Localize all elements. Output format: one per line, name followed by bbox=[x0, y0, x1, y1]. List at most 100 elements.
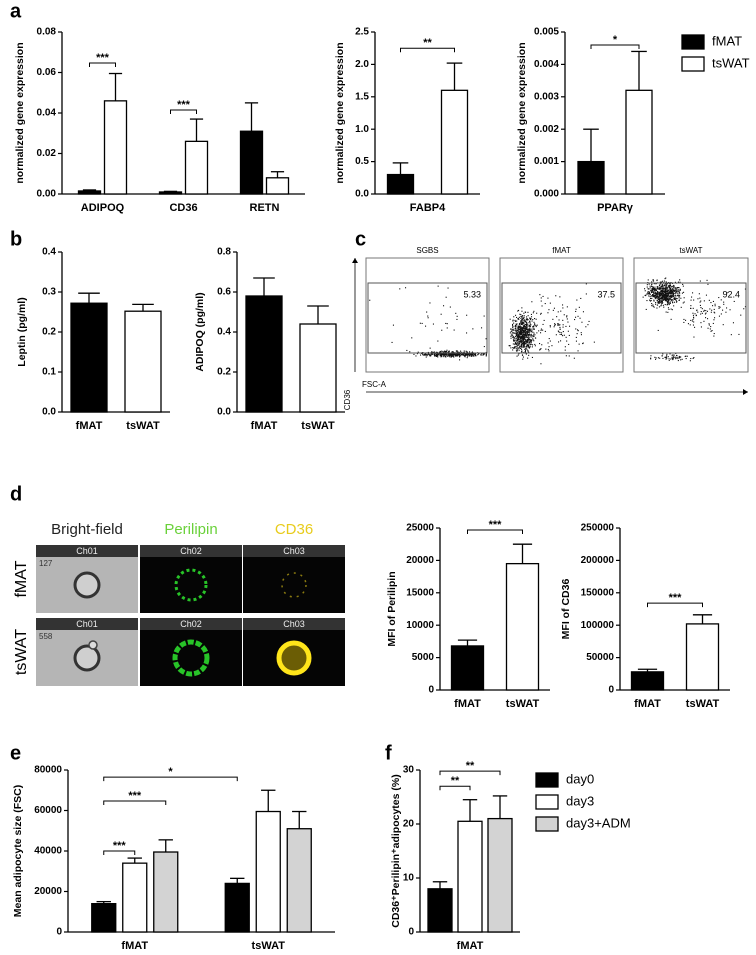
event-dot bbox=[669, 291, 671, 293]
bar bbox=[386, 173, 415, 195]
event-dot bbox=[704, 313, 706, 315]
event-dot bbox=[525, 327, 527, 329]
event-dot bbox=[655, 295, 657, 297]
event-dot bbox=[515, 331, 517, 333]
event-dot bbox=[517, 318, 519, 320]
event-dot bbox=[514, 332, 516, 334]
event-dot bbox=[652, 294, 654, 296]
event-dot bbox=[678, 299, 680, 301]
event-dot bbox=[447, 353, 449, 355]
event-dot bbox=[518, 353, 520, 355]
event-dot bbox=[524, 329, 526, 331]
event-dot bbox=[519, 331, 521, 333]
event-dot bbox=[530, 340, 532, 342]
event-dot bbox=[441, 353, 443, 355]
event-dot bbox=[669, 291, 671, 293]
event-dot bbox=[642, 296, 644, 298]
flow-plot-title: tsWAT bbox=[679, 246, 702, 255]
event-dot bbox=[460, 353, 462, 355]
event-dot bbox=[531, 334, 533, 336]
event-dot bbox=[656, 295, 658, 297]
event-dot bbox=[646, 300, 648, 302]
event-dot bbox=[518, 347, 520, 349]
bar bbox=[124, 310, 162, 413]
event-dot bbox=[530, 343, 532, 345]
event-dot bbox=[651, 286, 653, 288]
event-dot bbox=[522, 358, 524, 360]
event-dot bbox=[483, 353, 485, 355]
event-dot bbox=[729, 309, 731, 311]
event-dot bbox=[669, 295, 671, 297]
event-dot bbox=[668, 286, 670, 288]
event-dot bbox=[714, 317, 716, 319]
event-dot bbox=[527, 341, 529, 343]
event-dot bbox=[675, 291, 677, 293]
event-dot bbox=[536, 332, 538, 334]
event-dot bbox=[529, 317, 531, 319]
event-dot bbox=[655, 303, 657, 305]
event-dot bbox=[651, 297, 653, 299]
event-dot bbox=[653, 289, 655, 291]
event-dot bbox=[661, 283, 663, 285]
event-dot bbox=[666, 295, 668, 297]
event-dot bbox=[517, 336, 519, 338]
event-dot bbox=[660, 295, 662, 297]
event-dot bbox=[443, 305, 445, 307]
event-dot bbox=[651, 305, 653, 307]
event-dot bbox=[457, 353, 459, 355]
event-dot bbox=[512, 334, 514, 336]
event-dot bbox=[543, 319, 545, 321]
event-dot bbox=[670, 286, 672, 288]
event-dot bbox=[718, 315, 720, 317]
event-dot bbox=[699, 304, 701, 306]
event-dot bbox=[709, 308, 711, 310]
event-dot bbox=[521, 327, 523, 329]
event-dot bbox=[466, 357, 468, 359]
y-tick-label: 30 bbox=[403, 765, 415, 776]
event-dot bbox=[665, 289, 667, 291]
event-dot bbox=[440, 350, 442, 352]
event-dot bbox=[698, 293, 700, 295]
event-dot bbox=[547, 348, 549, 350]
event-dot bbox=[653, 296, 655, 298]
event-dot bbox=[534, 323, 536, 325]
event-dot bbox=[651, 303, 653, 305]
event-dot bbox=[523, 328, 525, 330]
event-dot bbox=[429, 355, 431, 357]
event-dot bbox=[522, 327, 524, 329]
event-dot bbox=[653, 288, 655, 290]
event-dot bbox=[521, 328, 523, 330]
event-dot bbox=[530, 339, 532, 341]
event-dot bbox=[660, 305, 662, 307]
event-dot bbox=[521, 354, 523, 356]
significance-bracket bbox=[439, 785, 471, 791]
x-tick-label: fMAT bbox=[634, 698, 661, 710]
y-tick-label: 2.5 bbox=[355, 27, 369, 38]
y-tick-label: 0.1 bbox=[42, 367, 56, 378]
event-dot bbox=[430, 355, 432, 357]
event-dot bbox=[517, 348, 519, 350]
event-dot bbox=[449, 306, 451, 308]
event-dot bbox=[523, 315, 525, 317]
event-dot bbox=[659, 291, 661, 293]
event-dot bbox=[673, 298, 675, 300]
event-dot bbox=[585, 326, 587, 328]
event-dot bbox=[517, 342, 519, 344]
event-dot bbox=[693, 357, 695, 359]
event-dot bbox=[666, 285, 668, 287]
event-dot bbox=[430, 354, 432, 356]
event-dot bbox=[669, 297, 671, 299]
significance-bracket bbox=[590, 44, 640, 49]
event-dot bbox=[677, 291, 679, 293]
significance-bracket bbox=[400, 47, 455, 53]
x-tick-label: FABP4 bbox=[410, 202, 446, 214]
event-dot bbox=[667, 303, 669, 305]
event-dot bbox=[454, 354, 456, 356]
event-dot bbox=[531, 328, 533, 330]
event-dot bbox=[470, 353, 472, 355]
event-dot bbox=[531, 330, 533, 332]
event-dot bbox=[429, 302, 431, 304]
event-dot bbox=[650, 299, 652, 301]
event-dot bbox=[525, 347, 527, 349]
event-dot bbox=[664, 295, 666, 297]
